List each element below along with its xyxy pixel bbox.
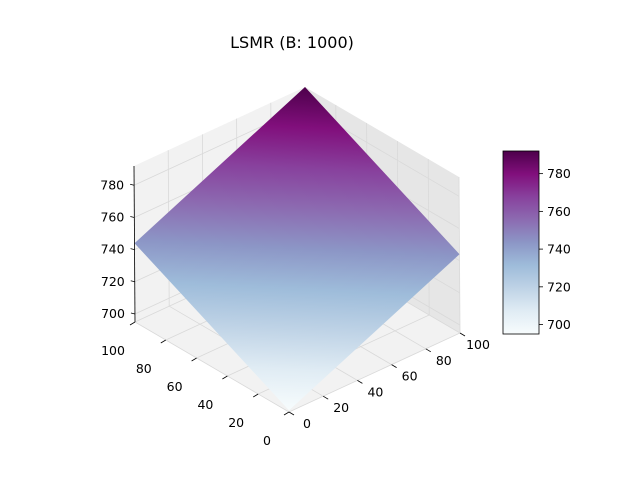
z-tick [130,216,135,218]
surface-plane [134,87,460,411]
colorbar-tick-label: 700 [547,317,571,332]
y-tick-label: 60 [167,379,183,394]
y-tick-label: 80 [136,361,152,376]
y-tick-label: 0 [263,433,271,448]
x-tick-label: 40 [367,384,383,399]
z-tick-label: 740 [101,242,125,257]
z-tick-label: 760 [100,209,124,224]
z-tick-label: 720 [101,274,125,289]
x-tick-label: 0 [303,416,311,431]
y-tick-label: 100 [101,343,125,358]
x-tick-label: 80 [436,353,452,368]
y-tick [191,357,197,362]
surface-layer [134,87,460,411]
z-tick [130,248,135,251]
colorbar-tick-label: 740 [547,242,571,257]
x-tick-label: 100 [466,337,490,352]
axis-layer: 0 20 40 60 80 100 0 20 40 60 80 100 700 720 740 760 780 [100,165,490,448]
colorbar-tick-label: 720 [547,279,571,294]
x-tick [288,411,295,416]
colorbar-gradient [502,150,540,335]
y-tick [283,411,290,416]
x-tick [322,395,329,400]
z-tick [130,183,135,186]
y-tick [252,393,259,398]
y-tick [222,375,228,380]
colorbar-tick-label: 760 [547,204,571,219]
x-tick [357,380,363,384]
x-tick [425,348,432,353]
colorbar: 700 720 740 760 780 [502,150,571,335]
z-tick-label: 700 [101,306,125,321]
y-tick-label: 40 [197,397,213,412]
y-tick [160,339,167,344]
z-axis-line [133,165,136,323]
x-tick-label: 20 [333,400,349,415]
x-tick [459,332,466,337]
y-tick-label: 20 [228,415,244,430]
y-tick [129,321,136,326]
x-tick [391,364,397,368]
z-tick-label: 780 [100,177,124,192]
chart-title: LSMR (B: 1000) [230,33,354,52]
z-tick [130,312,136,315]
colorbar-tick-label: 780 [547,166,571,181]
x-tick-label: 60 [402,369,418,384]
z-tick [130,280,135,283]
